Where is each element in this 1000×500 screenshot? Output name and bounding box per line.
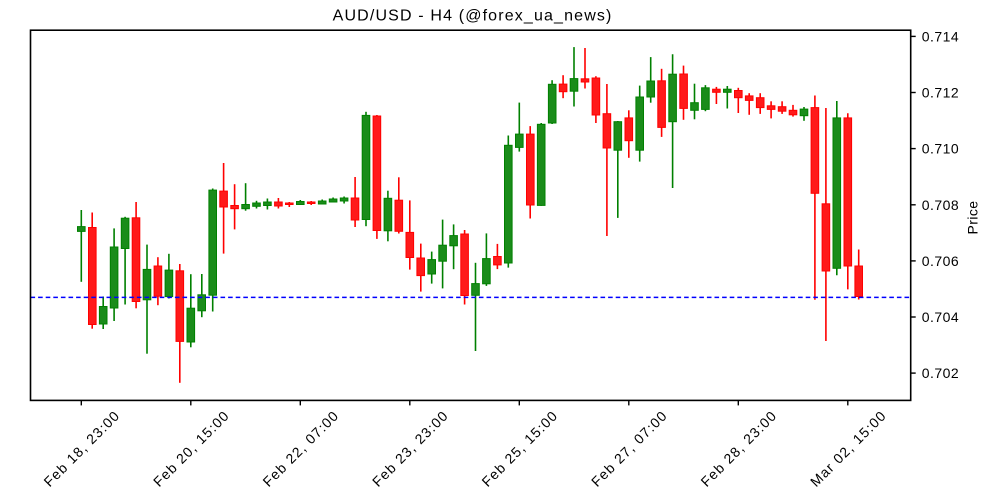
- svg-text:0.706: 0.706: [922, 253, 960, 269]
- svg-text:0.702: 0.702: [922, 365, 960, 381]
- svg-text:0.708: 0.708: [922, 197, 960, 213]
- svg-text:0.710: 0.710: [922, 141, 960, 157]
- svg-text:0.704: 0.704: [922, 309, 960, 325]
- svg-text:AUD/USD - H4 (@forex_ua_news): AUD/USD - H4 (@forex_ua_news): [333, 7, 613, 24]
- svg-text:Price: Price: [965, 201, 981, 235]
- svg-text:0.714: 0.714: [922, 28, 960, 44]
- svg-text:0.712: 0.712: [922, 85, 960, 101]
